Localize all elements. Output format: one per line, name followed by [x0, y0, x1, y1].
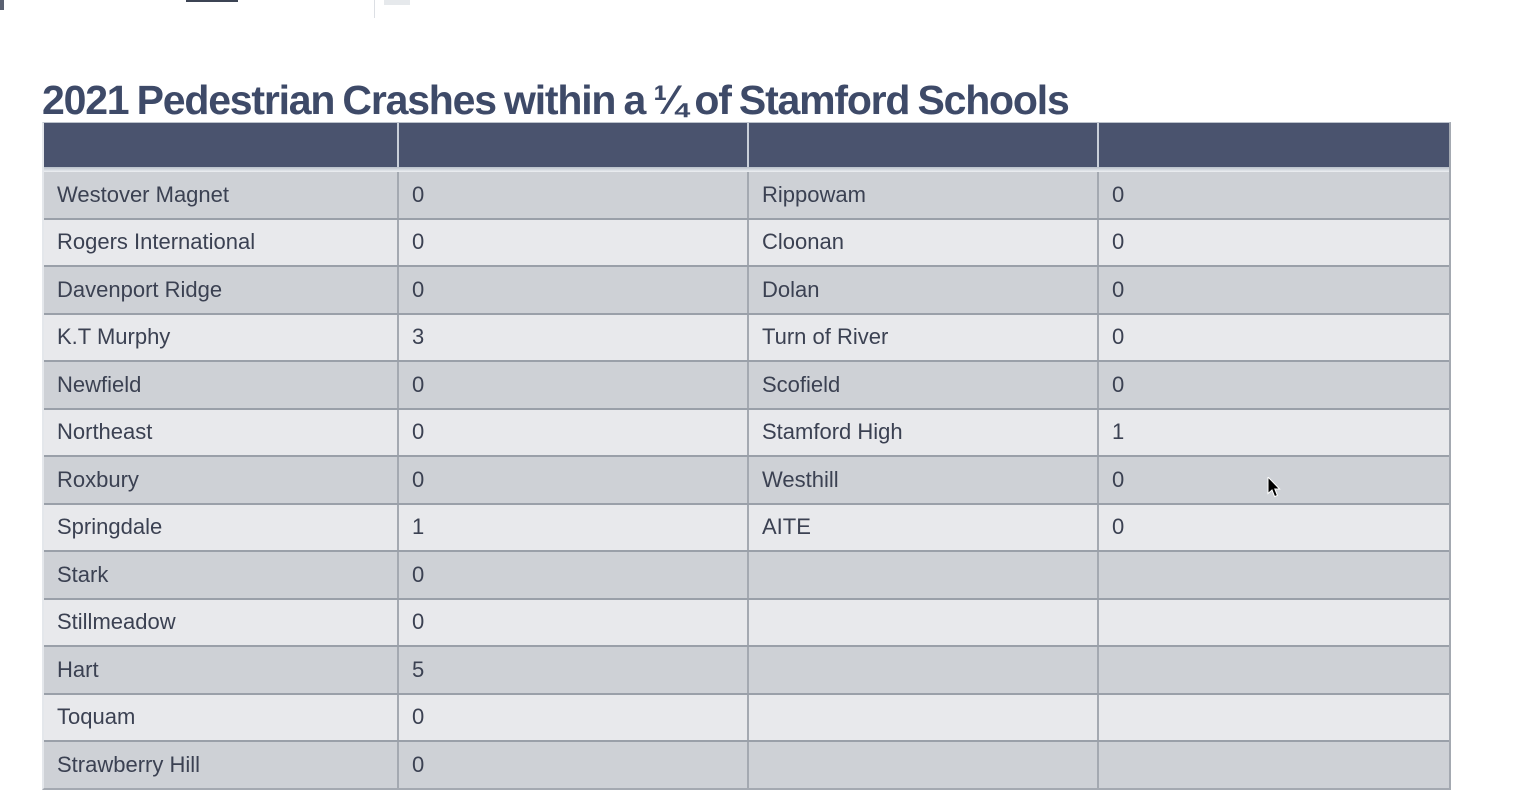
- table-row: Strawberry Hill 0: [44, 740, 1449, 788]
- table-row: Northeast 0 Stamford High 1: [44, 407, 1449, 455]
- table-row: Newfield 0 Scofield 0: [44, 360, 1449, 408]
- header-cell: [397, 123, 747, 167]
- table-row: Westover Magnet 0 Rippowam 0: [44, 172, 1449, 218]
- table-row: Rogers International 0 Cloonan 0: [44, 217, 1449, 265]
- crash-count-cell: [1097, 742, 1449, 788]
- school-name-cell: [747, 694, 1097, 740]
- school-name-cell: Stamford High: [747, 409, 1097, 455]
- crash-count-cell: 0: [1097, 362, 1449, 408]
- school-name-cell: Westover Magnet: [57, 181, 230, 207]
- crash-count-cell: 0: [397, 552, 747, 598]
- table-row: Roxbury 0 Westhill 0: [44, 455, 1449, 503]
- screen-edge-artifact: [186, 0, 238, 2]
- school-name-cell: Stillmeadow: [57, 609, 176, 635]
- school-name-cell: Hart: [57, 656, 99, 682]
- header-cell: [44, 123, 397, 167]
- table-row: Toquam 0: [44, 692, 1449, 740]
- header-cell: [1097, 123, 1449, 167]
- school-name-cell: [747, 742, 1097, 788]
- crash-count-cell: 0: [397, 409, 747, 455]
- crash-count-cell: 0: [1097, 219, 1449, 265]
- page-title: 2021 Pedestrian Crashes within a ¼ of St…: [42, 77, 1070, 124]
- school-name-cell: Rippowam: [747, 172, 1097, 218]
- school-name-cell: Newfield: [57, 371, 142, 397]
- school-name-cell: Stark: [57, 561, 109, 587]
- crash-count-cell: 0: [397, 362, 747, 408]
- table-row: K.T Murphy 3 Turn of River 0: [44, 312, 1449, 360]
- table-header-row: [44, 123, 1449, 167]
- school-name-cell: [747, 599, 1097, 645]
- crash-count-cell: 0: [1097, 504, 1449, 550]
- school-name-cell: Scofield: [747, 362, 1097, 408]
- crash-count-cell: 0: [1097, 314, 1449, 360]
- crash-count-cell: 0: [397, 599, 747, 645]
- school-name-cell: Davenport Ridge: [57, 276, 223, 302]
- school-name-cell: Turn of River: [747, 314, 1097, 360]
- table-body: Westover Magnet 0 Rippowam 0 Rogers Inte…: [44, 172, 1449, 788]
- crash-count-cell: 0: [397, 172, 747, 218]
- crash-count-cell: [1097, 694, 1449, 740]
- crash-count-cell: 0: [1097, 457, 1449, 503]
- school-name-cell: Toquam: [57, 704, 136, 730]
- crash-count-cell: 5: [397, 647, 747, 693]
- screen-edge-artifact: [374, 0, 410, 18]
- crash-count-cell: [1097, 647, 1449, 693]
- crash-count-cell: 1: [397, 504, 747, 550]
- school-name-cell: Cloonan: [747, 219, 1097, 265]
- school-name-cell: Springdale: [57, 514, 163, 540]
- school-name-cell: K.T Murphy: [57, 324, 171, 350]
- header-cell: [747, 123, 1097, 167]
- header-divider: [44, 167, 1449, 172]
- school-name-cell: Roxbury: [57, 466, 139, 492]
- crash-count-cell: 0: [1097, 267, 1449, 313]
- crash-count-cell: 0: [397, 742, 747, 788]
- table-row: Springdale 1 AITE 0: [44, 502, 1449, 550]
- table-row: Stillmeadow 0: [44, 597, 1449, 645]
- school-name-cell: [747, 552, 1097, 598]
- school-name-cell: Strawberry Hill: [57, 751, 201, 777]
- school-name-cell: Northeast: [57, 419, 153, 445]
- school-name-cell: Westhill: [747, 457, 1097, 503]
- crash-count-cell: 0: [397, 219, 747, 265]
- school-name-cell: Rogers International: [57, 229, 256, 255]
- crash-count-cell: 0: [1097, 172, 1449, 218]
- table-row: Davenport Ridge 0 Dolan 0: [44, 265, 1449, 313]
- crash-count-cell: [1097, 599, 1449, 645]
- school-name-cell: Dolan: [747, 267, 1097, 313]
- crash-count-cell: 0: [397, 267, 747, 313]
- crash-count-cell: 3: [397, 314, 747, 360]
- screen-edge-artifact: [0, 0, 4, 10]
- crash-count-cell: 1: [1097, 409, 1449, 455]
- school-name-cell: [747, 647, 1097, 693]
- crash-count-cell: 0: [397, 694, 747, 740]
- crash-count-cell: 0: [397, 457, 747, 503]
- table-row: Stark 0: [44, 550, 1449, 598]
- crash-count-cell: [1097, 552, 1449, 598]
- crash-table: Westover Magnet 0 Rippowam 0 Rogers Inte…: [42, 122, 1451, 790]
- school-name-cell: AITE: [747, 504, 1097, 550]
- table-row: Hart 5: [44, 645, 1449, 693]
